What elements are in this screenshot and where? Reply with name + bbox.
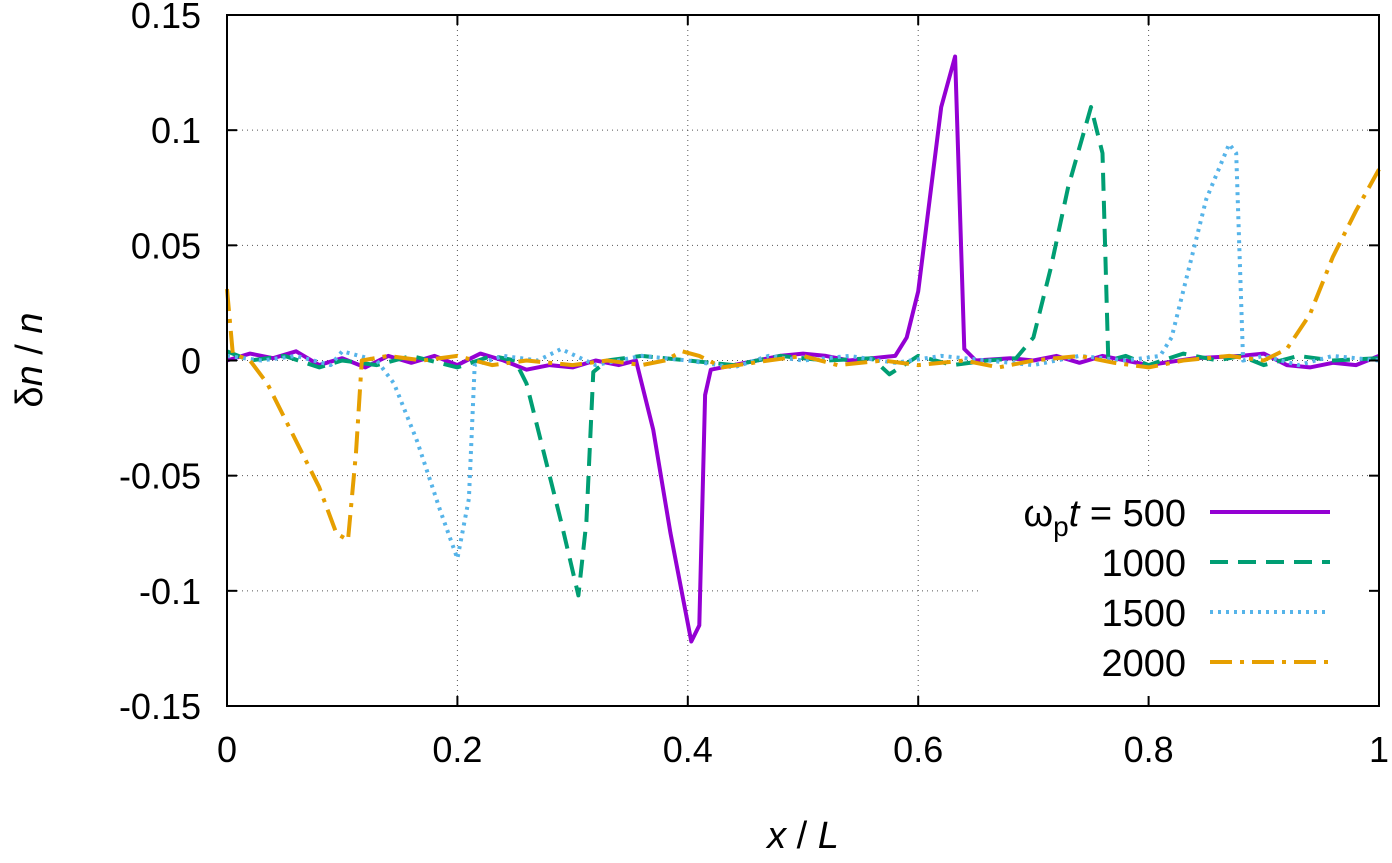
y-tick-label: 0.05 [131,225,201,266]
y-tick-label: 0.1 [151,110,201,151]
series-layer [225,54,1381,644]
x-tick-label: 0 [217,729,237,770]
y-tick-label: -0.05 [119,456,201,497]
axis-ticks: 0 0.2 0.4 0.6 0.8 1 -0.15 -0.1 -0.05 0 0.05 0.1 0.15 [119,0,1389,770]
x-tick-label: 0.4 [663,729,713,770]
y-tick-label: 0.15 [131,0,201,36]
x-tick-label: 0.6 [893,729,943,770]
series-line-1500 [226,142,1380,561]
y-axis-label: δn / n [9,312,51,407]
legend-label-1500: 1500 [1101,593,1186,635]
x-tick-label: 0.2 [432,729,482,770]
x-tick-label: 1 [1369,729,1389,770]
y-tick-label: -0.1 [139,571,201,612]
legend-label-500: ωpt = 500 [1023,493,1186,542]
legend-label-1000: 1000 [1101,543,1186,585]
y-tick-label: -0.15 [119,686,201,727]
x-axis-label: x / L [765,815,839,857]
x-tick-label: 0.8 [1124,729,1174,770]
series-line-1000 [226,105,1380,598]
y-tick-label: 0 [181,341,201,382]
legend-label-2000: 2000 [1101,643,1186,685]
series-line-2000 [225,168,1381,543]
